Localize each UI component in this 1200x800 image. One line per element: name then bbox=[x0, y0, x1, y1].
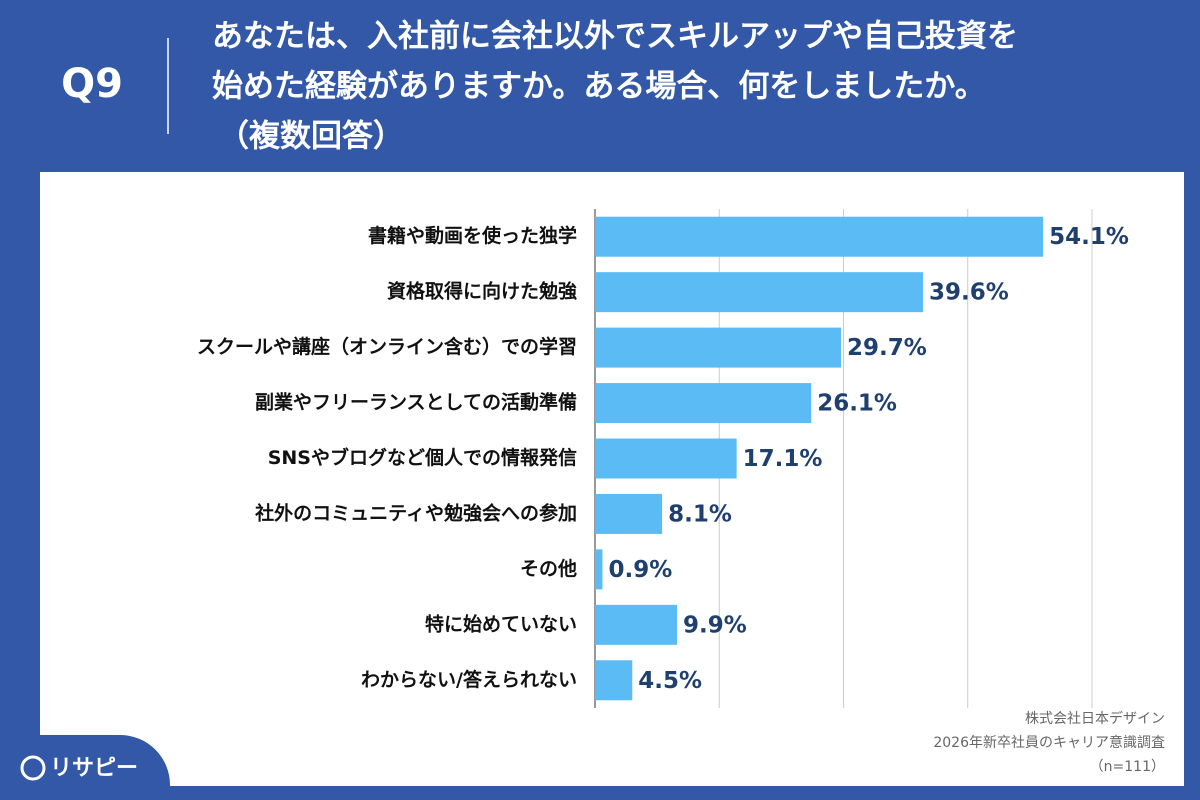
bar bbox=[595, 383, 812, 424]
question-number: Q9 bbox=[61, 61, 123, 107]
bar bbox=[595, 493, 663, 534]
logo-bg bbox=[0, 735, 170, 800]
source: 株式会社日本デザイン bbox=[1025, 710, 1165, 727]
value-label: 39.6% bbox=[929, 280, 1009, 306]
source: （n=111） bbox=[1090, 759, 1165, 775]
chart-title: 始めた経験がありますか。ある場合、何をしましたか。 bbox=[212, 69, 986, 105]
bar bbox=[595, 272, 924, 313]
bar bbox=[595, 660, 633, 701]
chart-title: （複数回答） bbox=[218, 119, 404, 155]
y-tick-label: 資格取得に向けた勉強 bbox=[387, 280, 577, 303]
logo-icon bbox=[20, 755, 46, 781]
bar bbox=[595, 216, 1044, 257]
y-tick-label: わからない/答えられない bbox=[361, 668, 577, 691]
value-label: 29.7% bbox=[847, 335, 927, 361]
y-tick-label: その他 bbox=[520, 557, 577, 580]
y-tick-label: 副業やフリーランスとしての活動準備 bbox=[255, 391, 577, 414]
bar bbox=[595, 604, 678, 645]
bar bbox=[595, 327, 842, 368]
y-tick-label: スクールや講座（オンライン含む）での学習 bbox=[197, 335, 577, 358]
chart-title: あなたは、入社前に会社以外でスキルアップや自己投資を bbox=[212, 19, 1018, 55]
value-label: 17.1% bbox=[743, 446, 823, 472]
value-label: 0.9% bbox=[608, 557, 672, 583]
value-label: 54.1% bbox=[1049, 224, 1129, 250]
bar bbox=[595, 438, 737, 479]
bar bbox=[595, 549, 603, 590]
source: 2026年新卒社員のキャリア意識調査 bbox=[933, 734, 1165, 751]
value-label: 9.9% bbox=[683, 612, 747, 638]
value-label: 26.1% bbox=[817, 391, 897, 417]
y-tick-label: SNSやブログなど個人での情報発信 bbox=[268, 446, 577, 469]
logo: リサピー bbox=[50, 756, 138, 781]
value-label: 4.5% bbox=[638, 668, 702, 694]
value-label: 8.1% bbox=[668, 501, 732, 527]
y-tick-label: 社外のコミュニティや勉強会への参加 bbox=[254, 501, 577, 524]
y-tick-label: 特に始めていない bbox=[425, 612, 577, 635]
y-tick-label: 書籍や動画を使った独学 bbox=[368, 224, 577, 247]
